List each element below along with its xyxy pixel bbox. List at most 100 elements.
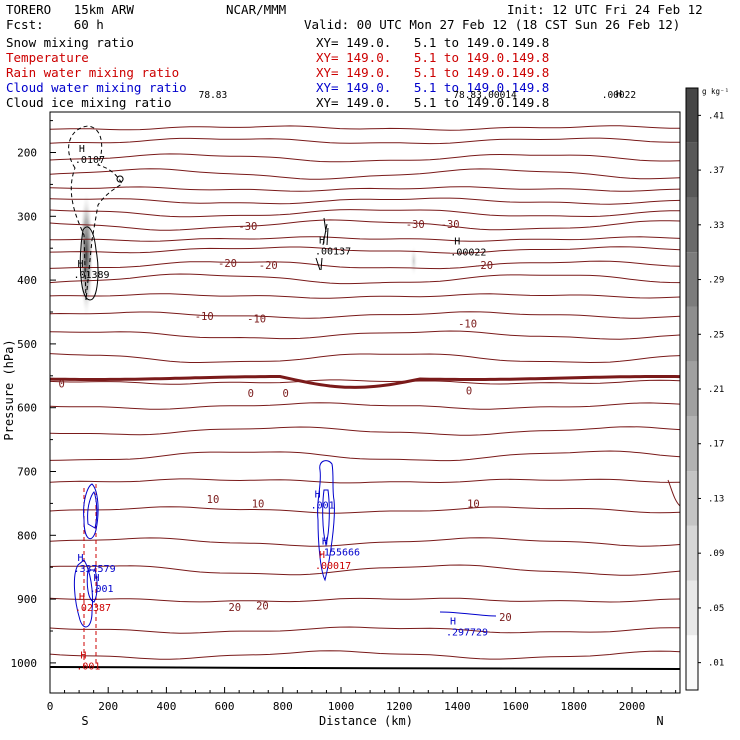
x-tick-label: 600 (215, 700, 235, 713)
isotherm-line (49, 330, 681, 340)
colorbar-tick-label: .41 (708, 111, 724, 121)
maximum-marker: H (79, 592, 85, 603)
temperature-label: -30 (441, 219, 460, 231)
y-tick-label: 200 (17, 147, 37, 160)
valid-time: Valid: 00 UTC Mon 27 Feb 12 (18 CST Sun … (304, 17, 681, 32)
field-name-snow: Snow mixing ratio (6, 35, 134, 50)
snow-contour (79, 226, 99, 301)
maximum-marker: H (322, 537, 328, 548)
temperature-label: -10 (247, 313, 266, 325)
x-tick-label: 1400 (444, 700, 471, 713)
cloud-water-contour (439, 611, 497, 617)
temperature-label: -30 (238, 221, 257, 233)
isotherm-line (49, 311, 681, 319)
colorbar-unit: g kg⁻¹ (702, 87, 729, 96)
x-tick-label: 1200 (386, 700, 413, 713)
isotherm-line (49, 537, 681, 547)
temperature-label: -20 (218, 258, 237, 270)
isotherm-line (50, 236, 681, 242)
temperature-label: -20 (259, 260, 278, 272)
cloud-ice-contour (315, 217, 329, 271)
colorbar-tick-label: .05 (708, 604, 724, 614)
snow-area (79, 190, 94, 319)
isotherm-line (49, 197, 681, 205)
maximum-marker: H (616, 89, 622, 100)
cloud-water-contour (83, 483, 99, 540)
colorbar-tick-label: .33 (708, 221, 724, 231)
temperature-label: -10 (458, 318, 477, 330)
field-xy-cloud-water: XY= 149.0. 5.1 to 149.0.149.8 (316, 80, 550, 95)
zero-isotherm (49, 375, 681, 389)
maximum-value: .337579 (73, 564, 115, 575)
maximum-marker: H (79, 144, 85, 155)
cloud-water-contour (317, 460, 335, 582)
maximum-value: .00017 (315, 561, 351, 572)
colorbar-segment (686, 252, 698, 307)
colorbar-segment (686, 142, 698, 198)
cloud-water-contour (86, 569, 98, 603)
maximum-marker: H (450, 616, 456, 627)
field-xy-cloud-ice: XY= 149.0. 5.1 to 149.0.149.8 (316, 95, 550, 110)
isotherm-line (49, 379, 681, 385)
isotherm-line (49, 137, 680, 145)
ground-line (49, 666, 681, 670)
maximum-marker: H (93, 573, 99, 584)
maximum-marker: H (319, 235, 325, 246)
temperature-label: 20 (256, 600, 269, 612)
colorbar-tick-label: .29 (708, 276, 724, 286)
colorbar-tick-label: .25 (708, 330, 724, 340)
isotherm-line (49, 168, 681, 180)
maximum-value: .0107 (75, 155, 105, 166)
colorbar-tick-label: .01 (708, 659, 724, 669)
y-axis-title: Pressure (hPa) (2, 339, 16, 440)
y-tick-label: 1000 (11, 657, 38, 670)
colorbar-segment (686, 197, 698, 253)
maximum-value: .001 (76, 662, 100, 673)
isotherm-line (49, 153, 681, 163)
isotherm-line (49, 246, 681, 254)
maximum-value: .00022 (450, 248, 486, 259)
isotherm-line (49, 186, 681, 192)
maximum-value: .02387 (75, 603, 111, 614)
temperature-label: -30 (406, 219, 425, 231)
colorbar-tick-label: .21 (708, 385, 724, 395)
hydrometeor-contours (68, 125, 681, 668)
field-xy-temperature: XY= 149.0. 5.1 to 149.0.149.8 (316, 50, 550, 65)
colorbar-tick-label: .09 (708, 549, 724, 559)
temperature-label: -20 (474, 260, 493, 272)
x-tick-label: 0 (47, 700, 54, 713)
maximum-marker: H (80, 651, 86, 662)
isotherm-line (49, 597, 681, 603)
temperature-contours (49, 125, 681, 660)
x-tick-label: 2000 (619, 700, 646, 713)
maximum-marker: H (77, 553, 83, 564)
terrain-line (49, 666, 681, 670)
center-name: NCAR/MMM (226, 2, 287, 17)
cloud-water-contour (87, 491, 98, 529)
temperature-label: 0 (466, 385, 472, 397)
isotherm-line (49, 273, 681, 285)
isotherm-line (49, 293, 681, 299)
cloud-water-contour (73, 559, 93, 628)
init-time: Init: 12 UTC Fri 24 Feb 12 (507, 2, 703, 17)
y-tick-label: 600 (17, 402, 37, 415)
maximum-value: .001 (89, 584, 113, 595)
x-tick-label: 1000 (328, 700, 355, 713)
temperature-label: 0 (283, 388, 289, 400)
colorbar-tick-label: .17 (708, 440, 724, 450)
field-name-rain: Rain water mixing ratio (6, 65, 180, 80)
x-axis-title: Distance (km) (319, 714, 413, 728)
isotherm-line (49, 209, 681, 218)
maximum-value: .155666 (318, 548, 360, 559)
colorbar-segment (686, 471, 698, 526)
isotherm-line (49, 125, 681, 131)
model-title: TORERO 15km ARW (6, 2, 134, 17)
isotherm-line (49, 260, 681, 270)
colorbar-segment (686, 88, 698, 143)
isotherm-line (49, 426, 681, 436)
field-name-temperature: Temperature (6, 50, 89, 65)
maximum-value: .01389 (73, 270, 109, 281)
forecast-hour: Fcst: 60 h (6, 17, 104, 32)
field-name-cloud-water: Cloud water mixing ratio (6, 80, 187, 95)
x-tick-label: 800 (273, 700, 293, 713)
